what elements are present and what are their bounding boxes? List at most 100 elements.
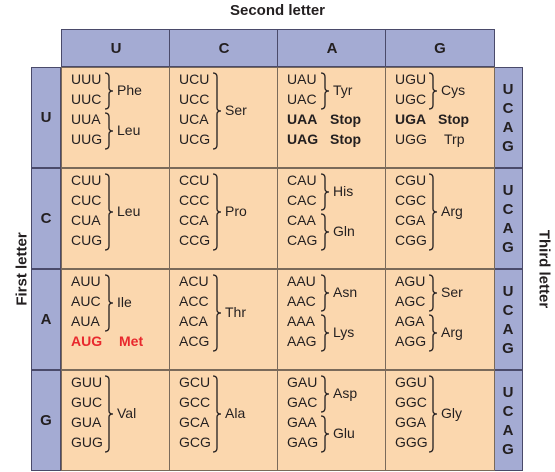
brace-icon <box>320 375 330 413</box>
amino-acid-label: Gly <box>441 405 462 421</box>
second-letter-title: Second letter <box>229 2 326 19</box>
first-letter-title: First letter <box>13 232 31 306</box>
amino-acid-label: Phe <box>117 82 142 98</box>
third-letter-c: C <box>502 402 514 420</box>
codon: GAC <box>287 394 318 410</box>
brace-icon <box>104 112 114 150</box>
brace-icon <box>428 173 438 251</box>
codon-cell: CCU CCC CCA CCG Pro <box>169 168 279 269</box>
brace-icon <box>428 314 438 352</box>
codon: AUG <box>71 333 103 349</box>
amino-acid-label: Ile <box>117 294 132 310</box>
codon: UCU <box>179 71 210 87</box>
amino-acid-label: Stop <box>438 111 470 127</box>
codon: UAC <box>287 91 317 107</box>
codon-cell: CGU CGC CGA CGG Arg <box>385 168 495 269</box>
codon: UCG <box>179 131 211 147</box>
amino-acid-label: Glu <box>333 425 355 441</box>
column-header-g: G <box>385 29 495 67</box>
brace-icon <box>104 173 114 251</box>
codon: AAG <box>287 333 317 349</box>
brace-icon <box>320 213 330 251</box>
codon: ACC <box>179 293 209 309</box>
codon: GCC <box>179 394 211 410</box>
codon: UUC <box>71 91 102 107</box>
codon-cell: ACU ACC ACA ACG Thr <box>169 269 279 370</box>
brace-icon <box>104 72 114 110</box>
codon-cell: CAU CAC CAA CAG His Gln <box>277 168 387 269</box>
brace-icon <box>320 415 330 453</box>
third-letter-u: U <box>502 383 514 401</box>
third-letter-a: A <box>502 320 514 338</box>
codon: CCC <box>179 192 210 208</box>
codon: GAG <box>287 434 319 450</box>
third-letter-a: A <box>502 421 514 439</box>
third-letter-title: Third letter <box>535 229 553 309</box>
third-letter-a: A <box>502 219 514 237</box>
codon: UAU <box>287 71 317 87</box>
codon-cell: UUU UUC UUA UUG Phe Leu <box>61 67 171 168</box>
codon: CAG <box>287 232 318 248</box>
third-letter-g: G <box>502 238 514 256</box>
column-header-u: U <box>61 29 171 67</box>
codon: GGG <box>395 434 428 450</box>
codon: AAU <box>287 273 316 289</box>
codon: GGC <box>395 394 427 410</box>
row-header-c: C <box>31 168 61 269</box>
third-letter-u: U <box>502 80 514 98</box>
codon: CGU <box>395 172 427 188</box>
third-letter-g: G <box>502 339 514 357</box>
amino-acid-label: Arg <box>441 324 463 340</box>
codon-cell: UAU UAC UAA UAG Tyr Stop Stop <box>277 67 387 168</box>
codon: CUA <box>71 212 101 228</box>
codon: UUG <box>71 131 103 147</box>
codon: AUC <box>71 293 101 309</box>
amino-acid-label: Ser <box>225 102 247 118</box>
brace-icon <box>320 274 330 312</box>
codon: UCC <box>179 91 210 107</box>
codon: UGC <box>395 91 427 107</box>
codon: CGG <box>395 232 427 248</box>
codon: CCA <box>179 212 209 228</box>
codon-cell: GGU GGC GGA GGG Gly <box>385 370 495 471</box>
codon: CCU <box>179 172 210 188</box>
brace-icon <box>320 314 330 352</box>
third-letter-c: C <box>502 99 514 117</box>
brace-icon <box>104 375 114 453</box>
codon: CUU <box>71 172 102 188</box>
amino-acid-label: Thr <box>225 304 246 320</box>
codon: GUC <box>71 394 103 410</box>
amino-acid-label: Leu <box>117 122 141 138</box>
codon: CCG <box>179 232 211 248</box>
amino-acid-label: Lys <box>333 324 355 340</box>
amino-acid-label: Asp <box>333 385 358 401</box>
amino-acid-label: Met <box>119 333 144 349</box>
codon: UGG <box>395 131 427 147</box>
brace-icon <box>320 173 330 211</box>
codon: AGU <box>395 273 426 289</box>
codon: UUA <box>71 111 101 127</box>
amino-acid-label: Trp <box>444 131 465 147</box>
third-letter-g: G <box>502 440 514 458</box>
codon: CGC <box>395 192 427 208</box>
column-header-c: C <box>169 29 279 67</box>
codon: GAU <box>287 374 318 390</box>
amino-acid-label: Pro <box>225 203 247 219</box>
third-letter-c: C <box>502 200 514 218</box>
codon: GAA <box>287 414 317 430</box>
amino-acid-label: Leu <box>117 203 141 219</box>
codon-cell: GUU GUC GUA GUG Val <box>61 370 171 471</box>
codon: CGA <box>395 212 426 228</box>
codon: ACU <box>179 273 209 289</box>
amino-acid-label: Ser <box>441 284 463 300</box>
amino-acid-label: Stop <box>330 111 362 127</box>
codon: AGC <box>395 293 426 309</box>
codon-cell: AGU AGC AGA AGG Ser Arg <box>385 269 495 370</box>
codon: AGA <box>395 313 425 329</box>
amino-acid-label: Stop <box>330 131 362 147</box>
codon: GCU <box>179 374 211 390</box>
codon: CUC <box>71 192 102 208</box>
